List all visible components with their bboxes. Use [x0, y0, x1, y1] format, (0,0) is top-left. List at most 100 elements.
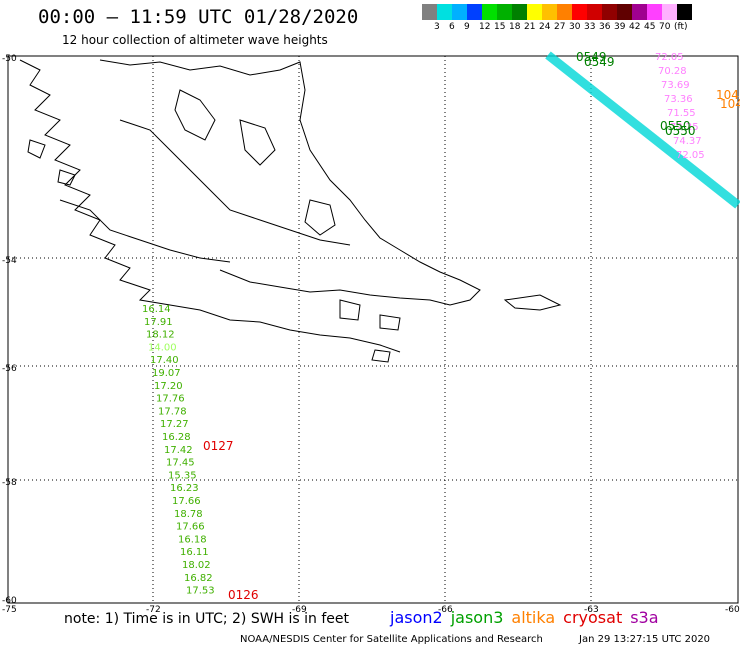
swh-value: 15.35 — [168, 470, 197, 481]
credit-line: NOAA/NESDIS Center for Satellite Applica… — [240, 634, 543, 645]
swh-value: 16.11 — [180, 547, 209, 558]
swh-value-pink: 73.69 — [661, 80, 690, 91]
swh-value-pink: 72.05 — [655, 52, 684, 63]
colorbar-label: 42 — [629, 22, 641, 32]
swh-value: 16.14 — [142, 304, 171, 315]
swh-value-pink: 72.05 — [676, 150, 705, 161]
swh-value-pink: 72.25 — [670, 122, 699, 133]
time-label: 0549 — [584, 55, 615, 69]
lon-label: -69 — [292, 605, 307, 615]
swh-value: 17.66 — [176, 522, 205, 533]
swh-value: 14.00 — [148, 342, 177, 353]
lat-label: -56 — [2, 364, 17, 374]
swh-value: 17.27 — [160, 419, 189, 430]
swh-value: 17.76 — [156, 394, 185, 405]
time-label: 0550 — [665, 124, 696, 138]
swh-value: 18.12 — [146, 330, 175, 341]
swh-value-pink: 74.37 — [673, 136, 702, 147]
pink-track-marks: 72.05 70.28 73.69 73.36 71.55 72.25 74.37 72.05 — [655, 52, 705, 161]
lon-labels: -75 -72 -69 -66 -63 -60 — [2, 605, 740, 615]
swh-value: 17.40 — [150, 355, 179, 366]
colorbar-label: 9 — [464, 22, 470, 32]
swh-value: 17.20 — [154, 381, 183, 392]
colorbar-swatch — [617, 4, 632, 20]
colorbar-swatch — [437, 4, 452, 20]
colorbar-swatch — [647, 4, 662, 20]
colorbar-swatch — [632, 4, 647, 20]
swh-value: 17.66 — [172, 496, 201, 507]
legend-item-jason2: jason2 — [390, 608, 443, 627]
coastline — [19, 59, 562, 363]
colorbar — [422, 4, 692, 20]
colorbar-swatch — [527, 4, 542, 20]
lon-label: -60 — [725, 605, 740, 615]
legend-item-cryosat: cryosat — [563, 608, 623, 627]
legend-item-jason3: jason3 — [450, 608, 504, 627]
colorbar-swatch — [482, 4, 497, 20]
colorbar-swatch — [422, 4, 437, 20]
swh-value: 17.42 — [164, 445, 193, 456]
map-frame — [7, 55, 739, 604]
swh-value-pink: 70.28 — [658, 66, 687, 77]
colorbar-swatch — [587, 4, 602, 20]
colorbar-label: 6 — [449, 22, 455, 32]
swh-value: 18.02 — [182, 560, 211, 571]
time-label: 0126 — [228, 588, 259, 602]
colorbar-label: 27 — [554, 22, 566, 32]
swh-value: 18.78 — [174, 509, 203, 520]
lat-label: -60 — [2, 596, 17, 606]
colorbar-swatch — [512, 4, 527, 20]
grid-lines — [8, 56, 738, 603]
swh-value: 17.53 — [186, 586, 215, 597]
colorbar-label: 24 — [539, 22, 551, 32]
time-label: 0549 — [576, 50, 607, 64]
swh-value: 17.78 — [158, 406, 187, 417]
colorbar-label: (ft) — [674, 22, 688, 32]
colorbar-swatch — [572, 4, 587, 20]
colorbar-swatch — [677, 4, 692, 20]
swh-value: 16.18 — [178, 534, 207, 545]
swh-value: 16.82 — [184, 573, 213, 584]
legend-item-s3a: s3a — [630, 608, 659, 627]
colorbar-swatch — [662, 4, 677, 20]
map-subtitle: 12 hour collection of altimeter wave hei… — [62, 33, 328, 47]
colorbar-label: 45 — [644, 22, 656, 32]
footer-note: note: 1) Time is in UTC; 2) SWH is in fe… — [64, 611, 350, 627]
time-label: 104 — [720, 97, 740, 111]
colorbar-label: 15 — [494, 22, 506, 32]
timestamp: Jan 29 13:27:15 UTC 2020 — [579, 634, 711, 645]
lat-label: -50 — [2, 54, 17, 64]
swh-value: 19.07 — [152, 368, 181, 379]
lon-label: -72 — [146, 605, 161, 615]
lat-labels: -50 -54 -56 -58 -60 — [2, 54, 17, 606]
colorbar-label: 12 — [479, 22, 491, 32]
time-label: 104 — [716, 88, 739, 102]
colorbar-label: 33 — [584, 22, 596, 32]
colorbar-swatch — [602, 4, 617, 20]
swh-value-pink: 73.36 — [664, 94, 693, 105]
colorbar-label: 21 — [524, 22, 536, 32]
colorbar-label: 70 — [659, 22, 671, 32]
colorbar-label: 39 — [614, 22, 626, 32]
colorbar-swatch — [452, 4, 467, 20]
cyan-track — [545, 51, 740, 209]
lon-label: -66 — [438, 605, 453, 615]
swh-value: 17.91 — [144, 317, 173, 328]
map-title: 00:00 – 11:59 UTC 01/28/2020 — [38, 6, 359, 28]
swh-value-pink: 71.55 — [667, 108, 696, 119]
colorbar-label: 18 — [509, 22, 521, 32]
lon-label: -75 — [2, 605, 17, 615]
swh-value: 16.28 — [162, 432, 191, 443]
time-label: 0127 — [203, 439, 234, 453]
time-label: 0550 — [660, 119, 691, 133]
lon-label: -63 — [584, 605, 599, 615]
colorbar-label: 30 — [569, 22, 581, 32]
swh-value: 16.23 — [170, 483, 199, 494]
lat-label: -54 — [2, 256, 17, 266]
satellite-legend: jason2 jason3 altika cryosat s3a — [390, 608, 659, 627]
swh-value: 17.45 — [166, 458, 195, 469]
colorbar-label: 3 — [434, 22, 440, 32]
colorbar-swatch — [542, 4, 557, 20]
